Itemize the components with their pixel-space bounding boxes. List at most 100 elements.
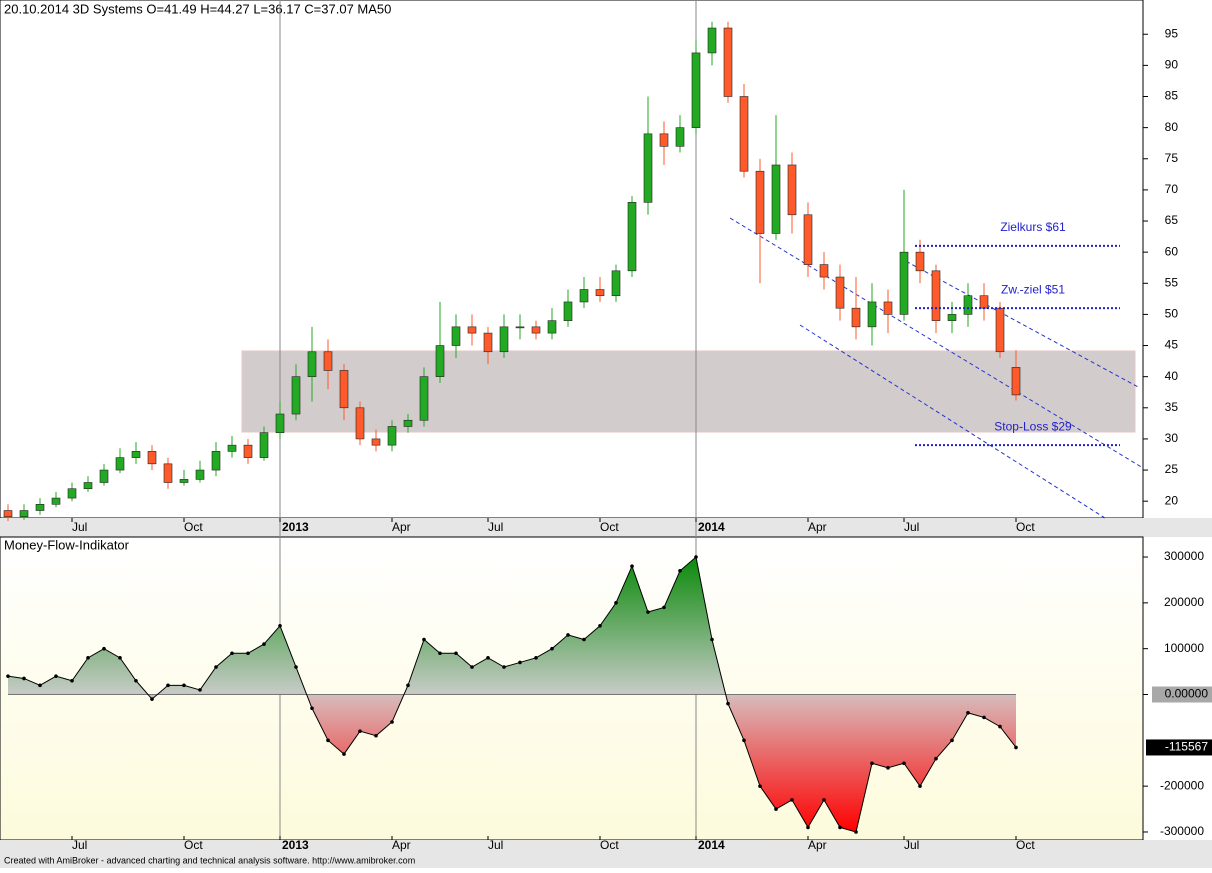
- mfi-point: [550, 646, 554, 651]
- mfi-point: [582, 637, 586, 642]
- x-tick-label: 2013: [282, 838, 309, 852]
- candle-body: [163, 463, 173, 483]
- mfi-point: [950, 738, 954, 743]
- y-tick-label: 65: [1165, 213, 1179, 227]
- y-tick-label: 40: [1165, 369, 1179, 383]
- candle-body: [691, 52, 701, 128]
- candle-body: [467, 326, 477, 334]
- mfi-point: [342, 752, 346, 756]
- y-tick-label: 75: [1165, 151, 1179, 165]
- mfi-point: [390, 720, 394, 724]
- candle-body: [819, 264, 829, 278]
- last-value-label: -115567: [1165, 740, 1208, 754]
- y-tick-label: 45: [1165, 338, 1179, 352]
- candle-body: [179, 479, 189, 483]
- candle-body: [963, 295, 973, 315]
- chart-title: 20.10.2014 3D Systems O=41.49 H=44.27 L=…: [4, 1, 391, 16]
- candle-body: [979, 295, 989, 309]
- mfi-point: [38, 683, 42, 688]
- mfi-point: [614, 601, 618, 605]
- y-tick-label: 35: [1165, 400, 1179, 414]
- candle-body: [419, 376, 429, 421]
- mfi-point: [54, 674, 58, 678]
- support-zone: [241, 350, 1136, 433]
- mfi-point: [294, 665, 298, 669]
- mfi-point: [854, 830, 858, 834]
- level-label: Zw.-ziel $51: [1001, 282, 1065, 296]
- mfi-point: [214, 665, 218, 669]
- candle-body: [435, 345, 445, 377]
- mfi-point: [774, 807, 778, 811]
- x-tick-label: Jul: [488, 520, 503, 534]
- candle-body: [643, 133, 653, 203]
- trend-line: [729, 217, 1144, 469]
- x-tick-label: Apr: [392, 520, 411, 534]
- y-tick-label: 50: [1165, 307, 1179, 321]
- candle-body: [451, 326, 461, 346]
- mfi-point: [870, 761, 874, 766]
- mfi-point: [406, 683, 410, 688]
- mfi-line: [7, 556, 1017, 833]
- footer: Created with AmiBroker - advanced charti…: [4, 855, 415, 865]
- candle-body: [755, 170, 765, 234]
- x-tick-label: Jul: [72, 838, 87, 852]
- candle-body: [355, 407, 365, 440]
- mfi-point: [262, 642, 266, 646]
- value-box: [1152, 686, 1212, 703]
- candle-body: [531, 326, 541, 334]
- mfi-point: [1014, 745, 1018, 750]
- mfi-point: [630, 564, 634, 568]
- candle-body: [19, 510, 29, 518]
- mfi-point: [838, 825, 842, 830]
- mfi-point: [246, 651, 250, 656]
- x-tick-label: Oct: [184, 838, 203, 852]
- x-tick-label: Oct: [1016, 838, 1035, 852]
- x-tick-label: Apr: [808, 838, 827, 852]
- mfi-point: [22, 676, 26, 681]
- y-tick-label: -300000: [1160, 824, 1204, 838]
- x-axis-band: [0, 518, 1212, 537]
- mfi-point: [486, 656, 490, 660]
- candle-body: [803, 214, 813, 265]
- candle-body: [771, 164, 781, 234]
- candle-body: [707, 27, 717, 54]
- mfi-point: [886, 766, 890, 770]
- mfi-point: [918, 784, 922, 788]
- mfi-point: [566, 633, 570, 637]
- y-tick-label: 80: [1165, 120, 1179, 134]
- x-tick-label: Oct: [600, 838, 619, 852]
- mfi-point: [998, 724, 1002, 729]
- mfi-point: [118, 656, 122, 660]
- candle-body: [787, 164, 797, 216]
- candle-body: [675, 127, 685, 147]
- candle-body: [131, 451, 141, 458]
- candle-body: [115, 457, 125, 471]
- candle-body: [387, 426, 397, 446]
- price-panel: [0, 0, 1144, 519]
- y-tick-label: 100000: [1164, 641, 1204, 655]
- mfi-point: [598, 623, 602, 628]
- mfi-point: [662, 605, 666, 610]
- candle-body: [659, 133, 669, 147]
- mfi-point: [758, 784, 762, 788]
- candle-body: [563, 301, 573, 321]
- x-tick-label: Apr: [392, 838, 411, 852]
- mfi-point: [134, 678, 138, 683]
- x-axis-band: [0, 840, 1212, 868]
- mfi-point: [822, 798, 826, 802]
- mfi-point: [470, 665, 474, 669]
- candle-body: [611, 270, 621, 297]
- x-tick-label: 2013: [282, 520, 309, 534]
- candle-body: [915, 251, 925, 272]
- candle-body: [259, 432, 269, 458]
- x-tick-label: 2014: [698, 520, 725, 534]
- mfi-point: [70, 678, 74, 683]
- mfi-point: [646, 610, 650, 614]
- panel-title: Money-Flow-Indikator: [4, 537, 130, 552]
- mfi-point: [502, 665, 506, 669]
- x-tick-label: Jul: [904, 838, 919, 852]
- candle-body: [291, 376, 301, 415]
- mfi-point: [198, 688, 202, 692]
- mfi-point: [278, 623, 282, 628]
